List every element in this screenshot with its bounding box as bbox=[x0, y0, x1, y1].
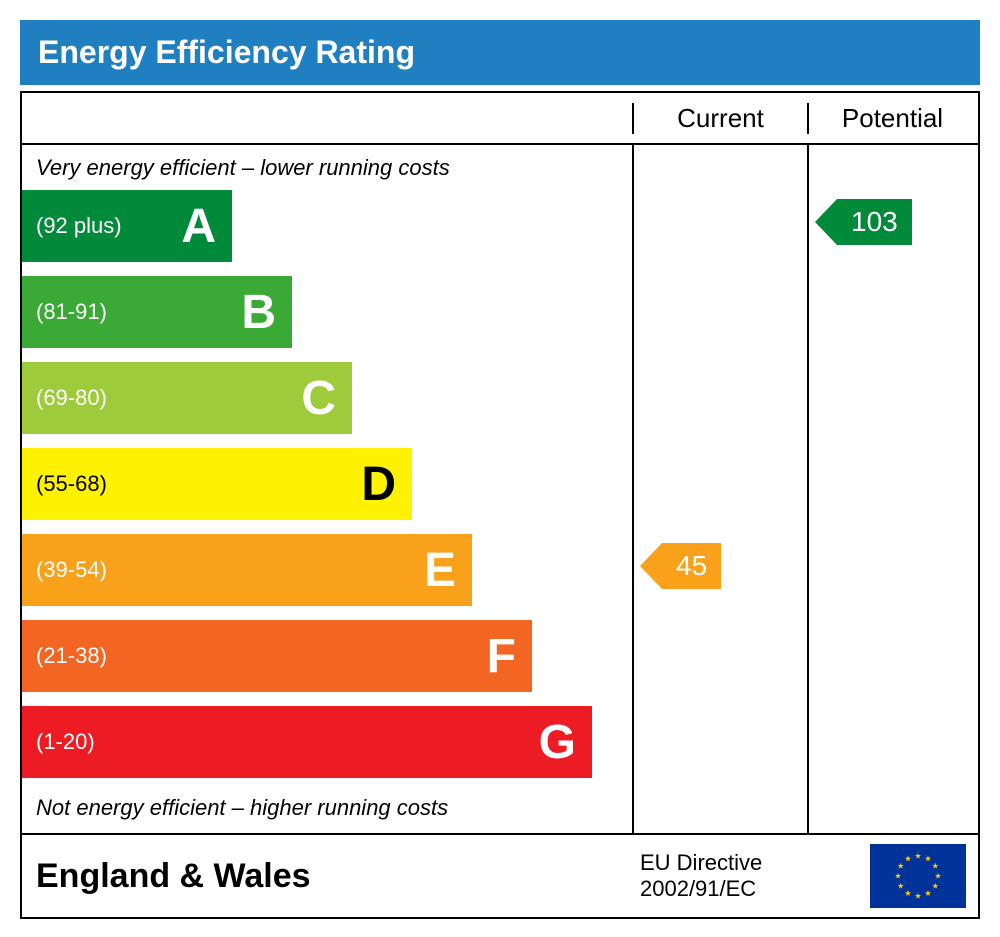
band-letter: D bbox=[361, 457, 412, 512]
directive-line1: EU Directive bbox=[640, 850, 762, 876]
band-range: (69-80) bbox=[36, 385, 107, 411]
footer-row: England & Wales EU Directive 2002/91/EC bbox=[22, 833, 978, 917]
header-current: Current bbox=[632, 103, 807, 134]
header-row: Current Potential bbox=[22, 91, 978, 145]
bands-host: (92 plus) A (81-91) B (69-80) C (55-68) D (39-54… bbox=[22, 189, 632, 779]
band-range: (1-20) bbox=[36, 729, 95, 755]
pointer-value: 45 bbox=[662, 543, 721, 589]
current-pointer: 45 bbox=[640, 543, 721, 589]
band-range: (81-91) bbox=[36, 299, 107, 325]
band-bar-f: (21-38) F bbox=[22, 620, 532, 692]
band-letter: G bbox=[539, 715, 592, 770]
pointer-arrow-icon bbox=[640, 543, 662, 589]
band-letter: F bbox=[487, 629, 532, 684]
chart-body: Current Potential Very energy efficient … bbox=[20, 91, 980, 919]
current-column: 45 bbox=[632, 145, 807, 833]
subtitle-bottom: Not energy efficient – higher running co… bbox=[22, 791, 632, 829]
directive-text: EU Directive 2002/91/EC bbox=[640, 850, 762, 903]
band-row-b: (81-91) B bbox=[22, 275, 632, 349]
bands-area: Very energy efficient – lower running co… bbox=[22, 145, 978, 833]
band-letter: C bbox=[301, 371, 352, 426]
band-bar-g: (1-20) G bbox=[22, 706, 592, 778]
band-bar-a: (92 plus) A bbox=[22, 190, 232, 262]
chart-title: Energy Efficiency Rating bbox=[38, 34, 415, 70]
band-range: (39-54) bbox=[36, 557, 107, 583]
band-range: (92 plus) bbox=[36, 213, 122, 239]
band-row-d: (55-68) D bbox=[22, 447, 632, 521]
band-bar-b: (81-91) B bbox=[22, 276, 292, 348]
band-bar-d: (55-68) D bbox=[22, 448, 412, 520]
band-range: (21-38) bbox=[36, 643, 107, 669]
eu-flag-icon bbox=[870, 844, 966, 908]
subtitle-top: Very energy efficient – lower running co… bbox=[22, 151, 632, 189]
band-letter: E bbox=[424, 543, 472, 598]
band-bar-e: (39-54) E bbox=[22, 534, 472, 606]
directive-line2: 2002/91/EC bbox=[640, 876, 762, 902]
band-row-a: (92 plus) A bbox=[22, 189, 632, 263]
band-row-e: (39-54) E bbox=[22, 533, 632, 607]
title-bar: Energy Efficiency Rating bbox=[20, 20, 980, 85]
band-letter: B bbox=[241, 285, 292, 340]
pointer-value: 103 bbox=[837, 199, 912, 245]
band-bar-c: (69-80) C bbox=[22, 362, 352, 434]
band-letter: A bbox=[181, 199, 232, 254]
band-range: (55-68) bbox=[36, 471, 107, 497]
band-row-c: (69-80) C bbox=[22, 361, 632, 435]
header-potential: Potential bbox=[807, 103, 976, 134]
band-row-f: (21-38) F bbox=[22, 619, 632, 693]
region-label: England & Wales bbox=[22, 857, 632, 896]
potential-pointer: 103 bbox=[815, 199, 912, 245]
epc-chart: Energy Efficiency Rating Current Potenti… bbox=[20, 20, 980, 919]
bars-column: Very energy efficient – lower running co… bbox=[22, 145, 632, 833]
pointer-arrow-icon bbox=[815, 199, 837, 245]
directive-wrap: EU Directive 2002/91/EC bbox=[632, 844, 978, 908]
potential-column: 103 bbox=[807, 145, 976, 833]
band-row-g: (1-20) G bbox=[22, 705, 632, 779]
